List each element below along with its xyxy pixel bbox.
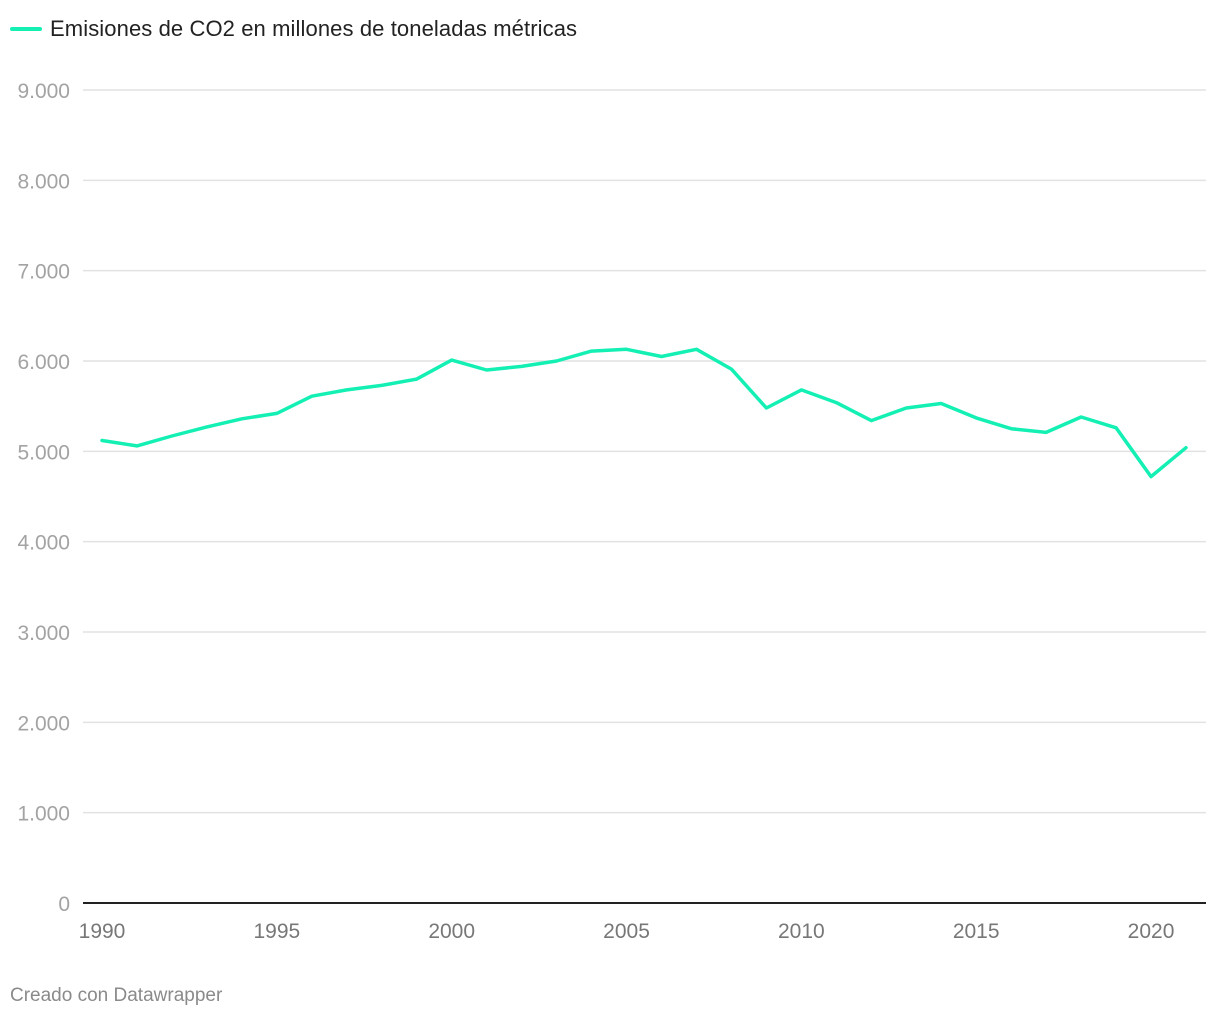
series-line-0	[100, 347, 1188, 479]
x-tick-label: 2020	[1128, 920, 1175, 943]
y-tick-label: 2.000	[17, 712, 70, 735]
y-axis-labels: 0 1.000 2.000 3.000 4.000 5.000 6.000 7.000 8.00…	[17, 80, 70, 916]
legend-swatch	[10, 27, 42, 31]
footer-credit: Creado con Datawrapper	[10, 985, 223, 1006]
x-tick-label: 2005	[603, 920, 650, 943]
x-tick-label: 2015	[953, 920, 1000, 943]
legend-label: Emisiones de CO2 en millones de tonelada…	[50, 16, 578, 41]
y-tick-label: 7.000	[17, 261, 70, 284]
x-axis-labels: 1990 1995 2000 2005 2010 2015 2020	[79, 920, 1175, 943]
y-tick-label: 4.000	[17, 532, 70, 555]
x-tick-label: 2000	[428, 920, 475, 943]
x-tick-label: 2010	[778, 920, 825, 943]
y-tick-label: 9.000	[17, 80, 70, 103]
x-tick-label: 1995	[253, 920, 300, 943]
series-layer	[100, 347, 1188, 479]
y-tick-label: 1.000	[17, 803, 70, 826]
x-tick-label: 1990	[79, 920, 126, 943]
y-tick-label: 8.000	[17, 170, 70, 193]
grid-layer	[83, 89, 1206, 904]
chart-legend: Emisiones de CO2 en millones de tonelada…	[10, 16, 577, 42]
y-tick-label: 0	[58, 893, 70, 916]
y-tick-label: 3.000	[17, 622, 70, 645]
y-tick-label: 6.000	[17, 351, 70, 374]
y-tick-label: 5.000	[17, 441, 70, 464]
